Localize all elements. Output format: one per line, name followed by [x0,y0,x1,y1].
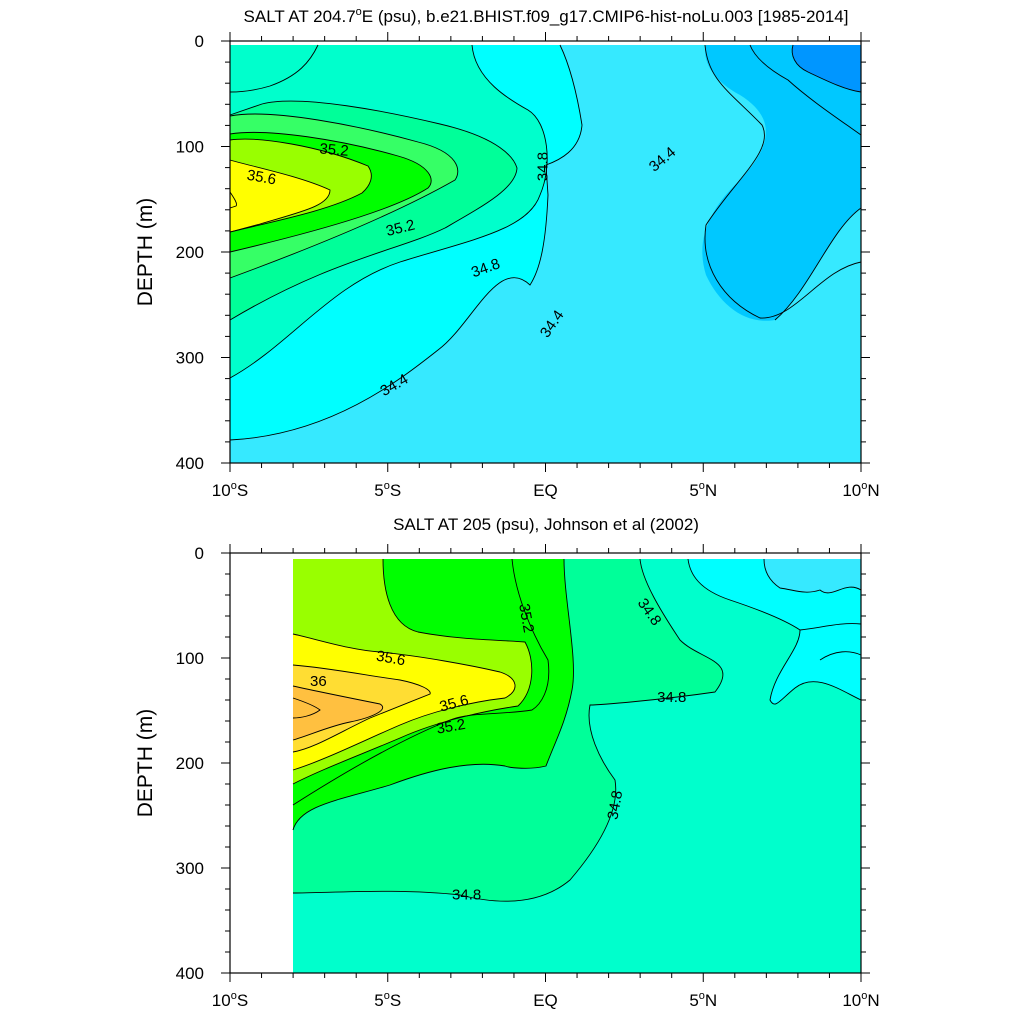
contour-label: 35.6 [375,648,407,670]
y-axis-label: DEPTH (m) [134,198,157,307]
x-tick-label: EQ [533,991,558,1010]
contour-b-34.6-b [799,623,862,631]
contour-label: 35.2 [515,602,537,634]
contour-34.4-north [704,44,862,319]
fill-35.6-35.8 [230,160,330,232]
contour-34.2-b [774,207,862,321]
contour-b-35.0 [292,558,574,831]
x-tick-label: 5oS [374,990,401,1010]
contour-b-34.6-c [819,651,862,661]
panel-top-axes: 10oS 5oS EQ 5oN 10oN 0 100 200 300 400 DEPTH (m) [134,32,880,500]
contour-label: 34.8 [657,689,686,706]
contour-35.8 [229,191,237,209]
contour-b-34.4 [763,558,862,594]
contour-label: 34.8 [452,886,481,903]
y-axis-label: DEPTH (m) [134,709,157,818]
contour-35.6 [229,159,331,233]
contour-label: 35.2 [319,140,350,159]
contour-b-35.2 [292,558,550,806]
y-tick-label: 100 [176,649,204,668]
contour-34.6-nw [229,44,319,93]
contour-b-34.8-main [292,558,724,902]
contour-34.8 [229,100,518,321]
x-tick-label: EQ [533,481,558,500]
contour-label: 34.8 [604,789,626,821]
panel-bottom-title: SALT AT 205 (psu), Johnson et al (2002) [393,515,699,534]
panel-top-fills [230,45,861,463]
contour-34.4-eq [229,44,583,441]
panel-bottom-contours [292,558,862,902]
contour-35.4 [229,138,372,233]
fill-36.2-plus-b [293,698,320,718]
x-tick-label: 5oS [374,480,401,500]
contour-b-36.2 [292,697,321,719]
x-tick-label: 10oN [842,990,879,1010]
contour-b-35.6 [292,633,516,771]
panel-top-contours [229,44,862,441]
y-tick-label: 200 [176,243,204,262]
contour-b-36.0 [292,685,383,741]
x-tick-label: 10oN [842,480,879,500]
y-tick-label: 300 [176,859,204,878]
panel-top: SALT AT 204.7oE (psu), b.e21.BHIST.f09_g… [134,6,880,500]
x-tick-label: 10oS [212,990,248,1010]
contour-label: 36 [310,673,327,690]
y-tick-label: 200 [176,754,204,773]
x-tick-label: 5oN [689,480,717,500]
y-tick-label: 0 [195,32,204,51]
contour-label: 35.6 [438,692,471,716]
contour-b-34.6 [687,558,862,705]
fill-34.2-34.4-b [764,559,861,593]
contour-34.6 [229,44,548,379]
fill-34.0-34.2 [702,45,861,321]
contour-35.2 [229,132,432,253]
contour-label: 35.2 [384,216,416,240]
contour-b-35.4 [292,558,533,785]
contour-label: 35.2 [435,716,467,738]
x-tick-label: 5oN [689,990,717,1010]
panel-bottom-fills [293,559,861,973]
contour-34.2 [749,44,862,136]
panel-top-title: SALT AT 204.7oE (psu), b.e21.BHIST.f09_g… [244,6,849,26]
contour-label: 35.6 [246,167,278,189]
fill-34.4-34.6-b [688,559,861,705]
contour-34.0 [791,44,862,93]
panel-bottom: SALT AT 205 (psu), Johnson et al (2002) [134,515,880,1010]
y-tick-label: 400 [176,964,204,983]
fill-lt-34.0 [792,45,861,92]
y-tick-label: 0 [195,544,204,563]
panel-bottom-axes: 10oS 5oS EQ 5oN 10oN 0 100 200 300 400 DEPTH (m) [134,544,880,1010]
y-tick-label: 100 [176,138,204,157]
x-tick-label: 10oS [212,480,248,500]
contour-b-35.8 [292,664,431,753]
contour-label: 34.8 [534,152,551,181]
fill-35.8-36.0-top [230,192,237,208]
y-tick-label: 300 [176,349,204,368]
y-tick-label: 400 [176,454,204,473]
contour-35.0 [229,113,459,279]
fill-36.0-36.2-b [293,686,383,740]
